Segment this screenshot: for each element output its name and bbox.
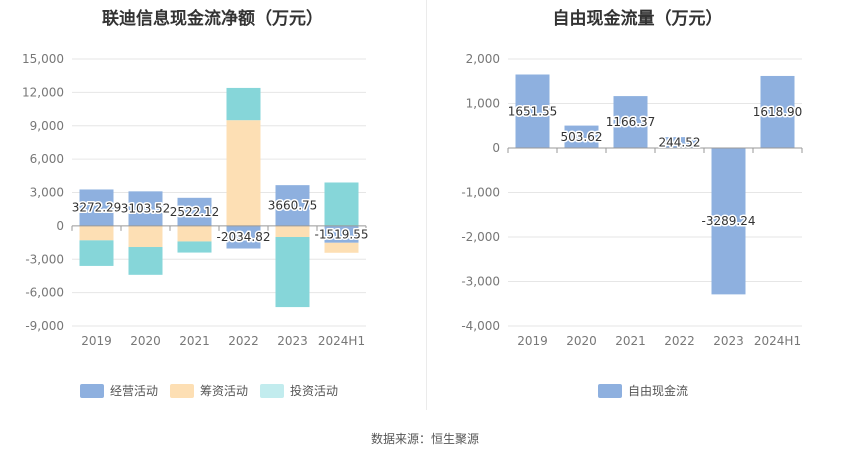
right-legend: 自由现金流 <box>598 382 700 399</box>
left-x-tick-label: 2024H1 <box>318 334 365 348</box>
left-bar-operating-2021 <box>177 197 212 226</box>
legend-label-operating: 经营活动 <box>110 384 159 398</box>
right-y-tick-label: 0 <box>492 141 500 155</box>
left-bar-investing-2020 <box>128 247 163 275</box>
legend-item-operating[interactable]: 经营活动 <box>80 382 158 399</box>
left-bar-financing-2021 <box>177 225 212 242</box>
left-data-label: 3272.29 <box>72 201 122 215</box>
left-chart-title: 联迪信息现金流净额（万元） <box>102 9 323 29</box>
legend-label-investing: 投资活动 <box>290 384 339 398</box>
cash-flow-stacked-bar-chart: 15,000 12,000 9,000 6,000 3,000 0 -3,000 -6,000… <box>22 52 370 348</box>
left-x-tick-label: 2019 <box>81 334 112 348</box>
left-y-tick-label: -3,000 <box>25 252 64 266</box>
right-data-label: -3289.24 <box>702 214 756 228</box>
right-bar-2022 <box>662 137 697 148</box>
right-y-tick-label: -3,000 <box>461 275 500 289</box>
right-y-tick-label: -2,000 <box>461 230 500 244</box>
left-bar-investing-2019 <box>79 240 114 266</box>
right-data-label: 1618.90 <box>753 105 803 119</box>
right-data-label: 1166.37 <box>606 115 656 129</box>
legend-swatch-investing <box>260 383 285 398</box>
left-x-tick-label: 2020 <box>130 334 161 348</box>
free-cash-flow-bar-chart: 2,000 1,000 0 -1,000 -2,000 -3,000 -4,000 2019 2… <box>461 52 804 348</box>
right-y-tick-label: 1,000 <box>466 97 500 111</box>
right-chart-title: 自由现金流量（万元） <box>552 9 723 29</box>
right-x-tick-label: 2024H1 <box>754 334 801 348</box>
legend-item-investing[interactable]: 投资活动 <box>260 382 338 399</box>
left-bar-investing-2022 <box>226 87 261 121</box>
left-y-tick-label: 0 <box>56 219 64 233</box>
left-data-label: 3660.75 <box>268 199 318 213</box>
legend-item-free-cash-flow[interactable]: 自由现金流 <box>598 382 688 399</box>
left-data-label: -1519.55 <box>315 227 369 241</box>
left-bar-investing-2024H1 <box>324 182 359 226</box>
right-x-tick-label: 2022 <box>664 334 695 348</box>
right-bar-2021 <box>613 96 648 148</box>
right-x-tick-label: 2020 <box>566 334 597 348</box>
left-y-tick-label: 6,000 <box>30 152 64 166</box>
legend-swatch-operating <box>80 383 104 398</box>
right-bar-2023 <box>711 148 746 295</box>
legend-label-financing: 筹资活动 <box>200 384 249 398</box>
right-y-tick-label: -4,000 <box>461 319 500 333</box>
right-x-tick-label: 2019 <box>517 334 548 348</box>
left-bar-financing-2023 <box>275 225 310 237</box>
left-y-tick-label: -9,000 <box>25 319 64 333</box>
right-x-tick-label: 2021 <box>615 334 646 348</box>
right-bar-2024H1 <box>760 75 795 148</box>
left-bar-operating-2020 <box>128 191 163 226</box>
left-y-tick-label: 12,000 <box>22 85 64 99</box>
left-x-tick-label: 2023 <box>277 334 308 348</box>
left-bar-financing-2020 <box>128 225 163 248</box>
left-bar-operating-2022 <box>226 225 261 249</box>
left-y-tick-label: 15,000 <box>22 52 64 66</box>
right-data-label: 244.52 <box>659 136 701 150</box>
right-x-tick-label: 2023 <box>713 334 744 348</box>
right-y-tick-label: -1,000 <box>461 186 500 200</box>
left-bar-operating-2024H1 <box>324 225 359 243</box>
right-bar-2019 <box>515 74 550 148</box>
left-bar-operating-2019 <box>79 189 114 226</box>
left-y-tick-label: 9,000 <box>30 119 64 133</box>
legend-item-financing[interactable]: 筹资活动 <box>170 382 248 399</box>
left-bar-investing-2021 <box>177 241 212 253</box>
right-data-label: 1651.55 <box>508 104 558 118</box>
left-bar-operating-2023 <box>275 185 310 226</box>
left-y-tick-label: 3,000 <box>30 186 64 200</box>
left-y-tick-label: -6,000 <box>25 286 64 300</box>
legend-swatch-free-cash-flow <box>598 383 622 398</box>
left-bar-financing-2019 <box>79 225 114 241</box>
left-data-label: -2034.82 <box>217 230 271 244</box>
legend-swatch-financing <box>170 383 195 398</box>
right-y-tick-label: 2,000 <box>466 52 500 66</box>
left-x-tick-label: 2021 <box>179 334 210 348</box>
panel-divider <box>426 0 427 410</box>
right-data-label: 503.62 <box>561 130 603 144</box>
left-bar-financing-2022 <box>226 120 261 226</box>
left-legend: 经营活动 筹资活动 投资活动 <box>80 382 350 399</box>
left-x-tick-label: 2022 <box>228 334 259 348</box>
legend-label-free-cash-flow: 自由现金流 <box>628 384 689 398</box>
left-bar-investing-2023 <box>275 237 310 308</box>
left-data-label: 2522.12 <box>170 205 220 219</box>
left-bar-financing-2024H1 <box>324 242 359 253</box>
data-source-note: 数据来源：恒生聚源 <box>370 432 479 446</box>
left-data-label: 3103.52 <box>121 202 171 216</box>
right-bar-2020 <box>564 125 599 148</box>
